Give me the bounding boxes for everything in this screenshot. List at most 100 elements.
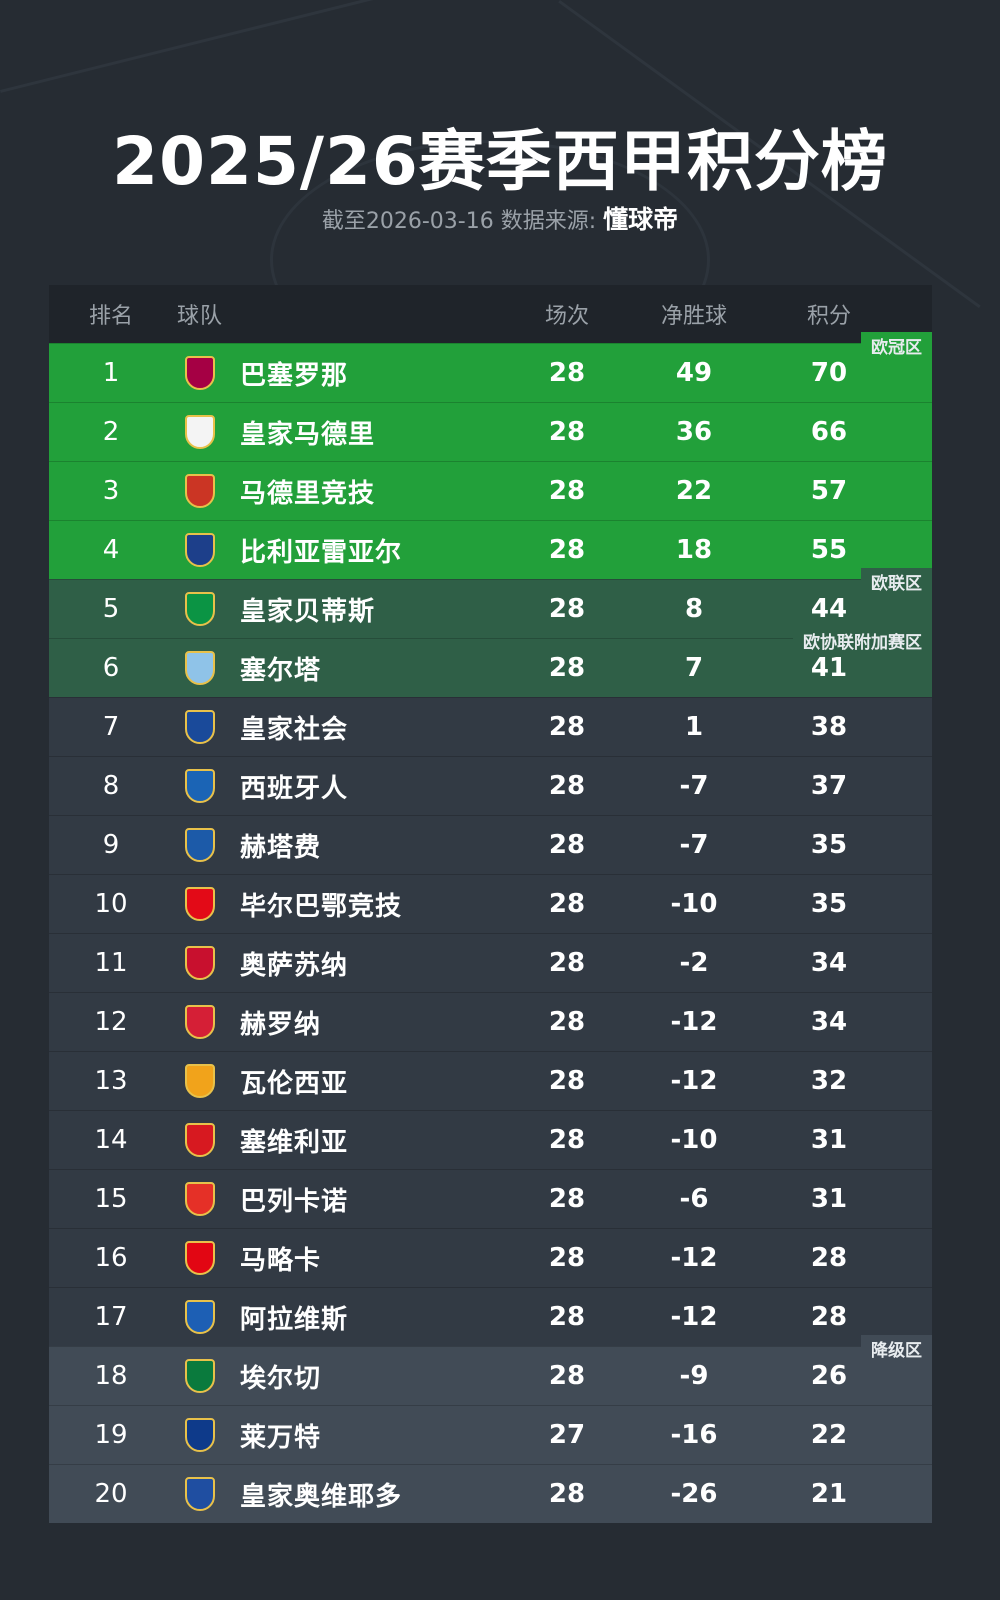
rank: 5 — [102, 594, 120, 624]
goal-diff: 1 — [684, 712, 704, 742]
played: 28 — [548, 594, 586, 624]
rank: 2 — [102, 417, 120, 447]
goal-diff: 22 — [675, 476, 713, 506]
header-played: 场次 — [544, 304, 589, 329]
goal-diff: -12 — [670, 1243, 718, 1273]
team-crest-icon — [185, 946, 215, 980]
points: 41 — [810, 653, 848, 683]
table-row[interactable]: 4 比利亚雷亚尔 28 18 55 — [49, 520, 932, 579]
played: 28 — [548, 1479, 586, 1509]
table-row[interactable]: 14 塞维利亚 28 -10 31 — [49, 1110, 932, 1169]
played: 27 — [548, 1420, 586, 1450]
team-name: 阿拉维斯 — [240, 1304, 349, 1335]
points: 44 — [810, 594, 848, 624]
goal-diff: 7 — [684, 653, 704, 683]
page-title: 2025/26赛季西甲积分榜 — [112, 123, 888, 200]
standings-table: 排名 球队 场次 净胜球 积分 1 巴塞罗那 28 49 70 欧冠区 2 皇家马德… — [49, 285, 932, 1523]
played: 28 — [548, 417, 586, 447]
team-crest-icon — [185, 887, 215, 921]
table-row[interactable]: 18 埃尔切 28 -9 26 降级区 — [49, 1335, 932, 1405]
team-name: 埃尔切 — [240, 1363, 322, 1394]
team-crest-icon — [185, 1300, 215, 1334]
table-row[interactable]: 19 莱万特 27 -16 22 — [49, 1405, 932, 1464]
team-crest-icon — [185, 592, 215, 626]
table-row[interactable]: 5 皇家贝蒂斯 28 8 44 欧联区 — [49, 568, 932, 638]
team-name: 皇家贝蒂斯 — [240, 596, 376, 627]
goal-diff: -12 — [670, 1007, 718, 1037]
team-crest-icon — [185, 1359, 215, 1393]
team-crest-icon — [185, 1182, 215, 1216]
header-points: 积分 — [806, 304, 851, 329]
rank: 13 — [94, 1066, 128, 1096]
rank: 16 — [94, 1243, 128, 1273]
points: 28 — [810, 1302, 848, 1332]
header-rank: 排名 — [88, 304, 133, 329]
team-crest-icon — [185, 356, 215, 390]
goal-diff: -12 — [670, 1066, 718, 1096]
table-row[interactable]: 8 西班牙人 28 -7 37 — [49, 756, 932, 815]
table-body: 1 巴塞罗那 28 49 70 欧冠区 2 皇家马德里 28 36 66 3 马德里竞… — [49, 332, 932, 1523]
rank: 19 — [94, 1420, 128, 1450]
date-source-label: 截至2026-03-16 数据来源: — [321, 209, 597, 234]
goal-diff: -7 — [679, 830, 709, 860]
rank: 10 — [94, 889, 128, 919]
rank: 3 — [102, 476, 120, 506]
points: 57 — [810, 476, 848, 506]
played: 28 — [548, 535, 586, 565]
played: 28 — [548, 712, 586, 742]
goal-diff: -7 — [679, 771, 709, 801]
zone-label-uel: 欧联区 — [861, 568, 932, 595]
team-name: 比利亚雷亚尔 — [240, 537, 403, 568]
table-row[interactable]: 1 巴塞罗那 28 49 70 欧冠区 — [49, 332, 932, 402]
team-crest-icon — [185, 1064, 215, 1098]
team-name: 奥萨苏纳 — [240, 950, 349, 981]
goal-diff: -2 — [679, 948, 709, 978]
rank: 7 — [102, 712, 120, 742]
played: 28 — [548, 1302, 586, 1332]
team-crest-icon — [185, 769, 215, 803]
header-goal-diff: 净胜球 — [660, 304, 727, 329]
table-row[interactable]: 16 马略卡 28 -12 28 — [49, 1228, 932, 1287]
team-crest-icon — [185, 415, 215, 449]
watermark-line — [0, 0, 409, 93]
table-row[interactable]: 15 巴列卡诺 28 -6 31 — [49, 1169, 932, 1228]
table-row[interactable]: 6 塞尔塔 28 7 41 欧协联附加赛区 — [49, 627, 932, 697]
table-row[interactable]: 2 皇家马德里 28 36 66 — [49, 402, 932, 461]
table-row[interactable]: 17 阿拉维斯 28 -12 28 — [49, 1287, 932, 1346]
played: 28 — [548, 889, 586, 919]
subtitle: 截至2026-03-16 数据来源: 懂球帝 — [0, 200, 1000, 236]
team-crest-icon — [185, 710, 215, 744]
table-row[interactable]: 20 皇家奥维耶多 28 -26 21 — [49, 1464, 932, 1523]
table-row[interactable]: 9 赫塔费 28 -7 35 — [49, 815, 932, 874]
table-header: 排名 球队 场次 净胜球 积分 — [49, 285, 932, 343]
table-row[interactable]: 13 瓦伦西亚 28 -12 32 — [49, 1051, 932, 1110]
team-name: 瓦伦西亚 — [240, 1068, 349, 1099]
table-row[interactable]: 7 皇家社会 28 1 38 — [49, 697, 932, 756]
team-name: 西班牙人 — [240, 773, 349, 804]
goal-diff: -12 — [670, 1302, 718, 1332]
team-crest-icon — [185, 1005, 215, 1039]
played: 28 — [548, 1184, 586, 1214]
table-row[interactable]: 11 奥萨苏纳 28 -2 34 — [49, 933, 932, 992]
goal-diff: -16 — [670, 1420, 718, 1450]
rank: 4 — [102, 535, 120, 565]
rank: 17 — [94, 1302, 128, 1332]
played: 28 — [548, 358, 586, 388]
table-row[interactable]: 3 马德里竞技 28 22 57 — [49, 461, 932, 520]
team-name: 皇家社会 — [240, 714, 349, 745]
rank: 20 — [94, 1479, 128, 1509]
rank: 6 — [102, 653, 120, 683]
table-row[interactable]: 10 毕尔巴鄂竞技 28 -10 35 — [49, 874, 932, 933]
goal-diff: -26 — [670, 1479, 718, 1509]
played: 28 — [548, 1243, 586, 1273]
rank: 15 — [94, 1184, 128, 1214]
played: 28 — [548, 1066, 586, 1096]
table-row[interactable]: 12 赫罗纳 28 -12 34 — [49, 992, 932, 1051]
goal-diff: 49 — [675, 358, 713, 388]
team-crest-icon — [185, 828, 215, 862]
team-crest-icon — [185, 474, 215, 508]
goal-diff: 36 — [675, 417, 713, 447]
team-name: 赫塔费 — [240, 832, 322, 863]
team-crest-icon — [185, 1477, 215, 1511]
rank: 1 — [102, 358, 120, 388]
